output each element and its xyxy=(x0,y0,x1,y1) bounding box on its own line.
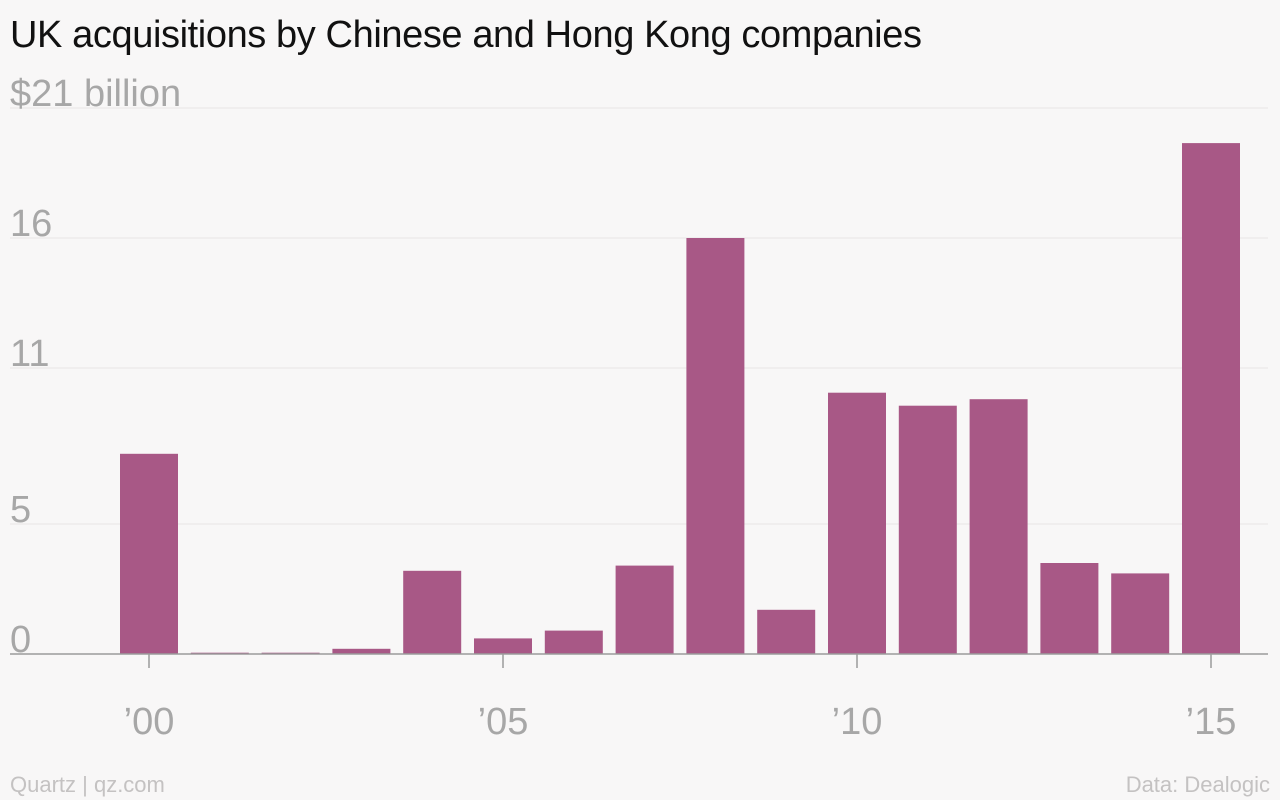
x-tick-label: ’05 xyxy=(478,701,529,743)
bar-2011 xyxy=(898,405,957,654)
y-tick-label: 16 xyxy=(10,203,52,245)
chart-title: UK acquisitions by Chinese and Hong Kong… xyxy=(10,14,922,56)
footer-data-source: Data: Dealogic xyxy=(1125,772,1270,797)
bar-2009 xyxy=(757,609,816,654)
bar-2003 xyxy=(332,648,391,654)
x-tick-label: ’00 xyxy=(124,701,175,743)
bar-2006 xyxy=(544,630,603,654)
bar-2014 xyxy=(1111,573,1170,654)
bar-2007 xyxy=(615,565,674,654)
y-tick-label: $21 billion xyxy=(10,73,181,115)
bar-2004 xyxy=(403,570,462,654)
x-axis-tick-labels: ’00 ’05 ’10 ’15 xyxy=(124,701,1237,743)
bar-2010 xyxy=(828,392,886,654)
x-tick-label: ’15 xyxy=(1186,701,1237,743)
bar-2013 xyxy=(1040,563,1099,654)
x-axis xyxy=(10,653,1268,668)
footer-source-credit: Quartz | qz.com xyxy=(10,772,165,797)
y-tick-label: 11 xyxy=(10,333,49,375)
y-tick-label: 5 xyxy=(10,489,31,531)
bars xyxy=(120,143,1240,654)
x-tick-label: ’10 xyxy=(832,701,883,743)
y-tick-label: 0 xyxy=(10,619,31,661)
bar-2005 xyxy=(474,638,532,654)
gridlines xyxy=(10,107,1268,525)
bar-2008 xyxy=(686,238,745,654)
bar-2015 xyxy=(1182,143,1240,654)
bar-2012 xyxy=(969,399,1028,654)
bar-2000 xyxy=(120,453,178,654)
y-axis-tick-labels: 0 5 11 16 $21 billion xyxy=(10,73,181,661)
